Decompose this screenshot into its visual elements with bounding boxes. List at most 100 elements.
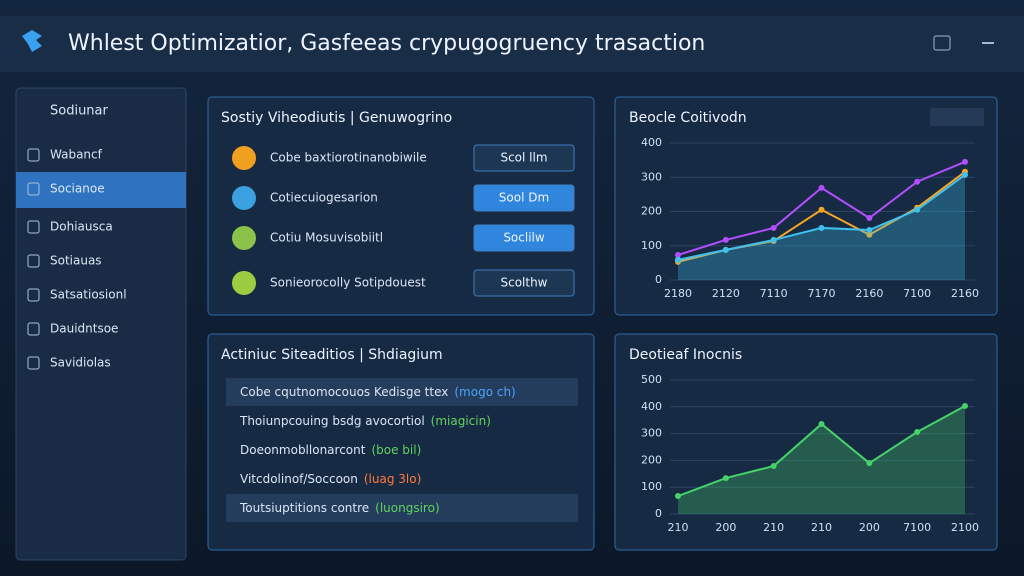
point — [818, 184, 825, 191]
point — [866, 460, 873, 467]
point — [866, 215, 873, 222]
y-tick-label: 300 — [641, 427, 662, 440]
logo — [22, 30, 42, 52]
point — [962, 402, 968, 409]
y-tick-label: 0 — [655, 273, 662, 286]
row-label: Cobe baxtiorotinanobiwile — [270, 151, 427, 165]
button-label[interactable]: Scol llm — [500, 151, 547, 165]
y-tick-label: 400 — [641, 400, 662, 413]
item-text: Doeonmobllonarcont — [240, 443, 366, 457]
x-tick-label: 2160 — [951, 287, 979, 300]
x-tick-label: 2160 — [855, 287, 883, 300]
x-tick-label: 7170 — [808, 287, 836, 300]
area — [678, 174, 965, 280]
activity-item: Vitcdolinof/Soccoon (luag 3lo) — [240, 472, 421, 486]
nav-item[interactable]: Dohiausca — [50, 220, 113, 234]
x-tick-label: 7110 — [760, 287, 788, 300]
nav-item[interactable]: Satsatiosionl — [50, 288, 127, 302]
point — [722, 236, 729, 243]
button-label[interactable]: Sool Dm — [499, 191, 549, 205]
chart-panel — [614, 333, 998, 551]
row-icon — [232, 146, 256, 170]
row-icon — [232, 186, 256, 210]
header-bar — [0, 16, 1024, 72]
point — [818, 224, 825, 231]
point — [770, 236, 777, 243]
x-tick-label: 210 — [668, 521, 689, 534]
page-title: Whlest Optimizatior, Gasfeeas crypugogru… — [68, 31, 705, 56]
item-text: Cobe cqutnomocouos Kedisge ttex — [240, 385, 448, 399]
y-tick-label: 100 — [641, 239, 662, 252]
activity-item: Cobe cqutnomocouos Kedisge ttex (mogo ch) — [240, 385, 516, 399]
item-tag: (luag 3lo) — [364, 472, 421, 486]
button-label[interactable]: Scolthw — [500, 276, 547, 290]
chart-title: Beocle Coitivodn — [629, 110, 747, 126]
nav-icon — [27, 148, 40, 162]
x-tick-label: 210 — [763, 521, 784, 534]
item-tag: (mogo ch) — [454, 385, 515, 399]
panel-title: Sostiy Viheodiutis | Genuwogrino — [221, 110, 452, 126]
item-tag: (miagicin) — [431, 414, 491, 428]
y-tick-label: 500 — [641, 373, 662, 386]
point — [962, 158, 968, 165]
point — [866, 226, 873, 233]
nav-item[interactable]: Dauidntsoe — [50, 322, 118, 336]
row-highlight — [226, 378, 578, 406]
nav-icon — [27, 288, 40, 302]
item-text: Toutsiuptitions contre — [239, 501, 369, 515]
point — [914, 428, 921, 435]
nav-icon — [27, 254, 40, 268]
point — [675, 251, 681, 258]
point — [675, 493, 681, 500]
nav-active — [16, 172, 186, 208]
y-tick-label: 300 — [641, 170, 662, 183]
item-tag: (boe bil) — [371, 443, 421, 457]
activity-item: Doeonmobllonarcont (boe bil) — [240, 443, 421, 457]
row-highlight — [226, 494, 578, 522]
area — [678, 405, 965, 514]
activity-item: Thoiunpcouing bsdg avocortiol (miagicin) — [239, 414, 491, 428]
x-tick-label: 200 — [859, 521, 880, 534]
icon-button[interactable] — [933, 35, 951, 51]
y-tick-label: 200 — [641, 205, 662, 218]
nav-item[interactable]: Socianoe — [50, 182, 105, 196]
point — [962, 171, 968, 178]
sidebar-title: Sodiunar — [50, 104, 109, 119]
nav-item[interactable]: Sotiauas — [50, 254, 102, 268]
row-label: Cotiecuiogesarion — [270, 191, 378, 205]
action-button[interactable] — [473, 269, 575, 297]
row-label: Sonieorocolly Sotipdouest — [270, 276, 426, 290]
x-tick-label: 2180 — [664, 287, 692, 300]
x-tick-label: 2120 — [712, 287, 740, 300]
x-tick-label: 200 — [715, 521, 736, 534]
point — [722, 475, 729, 482]
point — [675, 256, 681, 263]
item-tag: (luongsiro) — [375, 501, 439, 515]
point — [914, 206, 921, 213]
chart-title: Deotieaf Inocnis — [629, 347, 742, 363]
y-tick-label: 400 — [641, 136, 662, 149]
point — [818, 420, 825, 427]
point — [770, 463, 777, 470]
point — [770, 224, 777, 231]
nav-icon — [27, 220, 40, 234]
button-label[interactable]: Soclilw — [503, 231, 545, 245]
dropdown[interactable] — [930, 108, 984, 126]
item-text: Vitcdolinof/Soccoon — [240, 472, 358, 486]
nav-item[interactable]: Wabancf — [50, 148, 103, 162]
action-button[interactable] — [473, 144, 575, 172]
item-text: Thoiunpcouing bsdg avocortiol — [239, 414, 425, 428]
nav-icon — [27, 356, 40, 370]
x-tick-label: 7100 — [903, 287, 931, 300]
nav-icon — [27, 182, 40, 196]
point — [866, 231, 873, 238]
nav-item[interactable]: Savidiolas — [50, 356, 111, 370]
action-button[interactable] — [473, 224, 575, 252]
activity-item: Toutsiuptitions contre (luongsiro) — [239, 501, 440, 515]
nav-icon — [27, 322, 40, 336]
action-button[interactable] — [473, 184, 575, 212]
row-label: Cotiu Mosuvisobiitl — [270, 231, 383, 245]
point — [722, 246, 729, 253]
row-icon — [232, 271, 256, 295]
